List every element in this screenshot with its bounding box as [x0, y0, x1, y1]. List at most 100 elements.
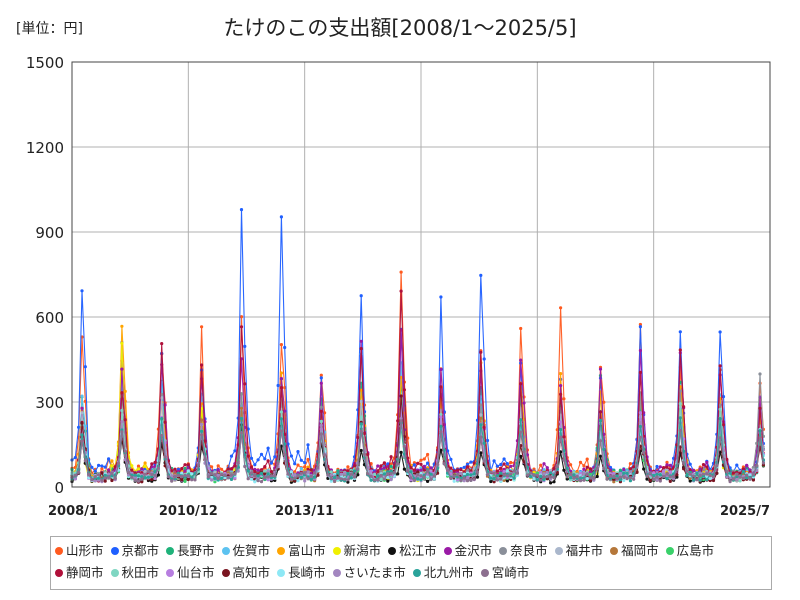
legend-label: 奈良市: [510, 543, 548, 558]
data-point: [103, 473, 107, 477]
data-point: [502, 462, 506, 466]
data-point: [446, 468, 450, 472]
data-point: [622, 478, 626, 483]
data-point: [379, 478, 383, 482]
data-point: [323, 411, 327, 415]
data-point: [725, 457, 729, 461]
data-point: [645, 477, 649, 481]
legend-label: 広島市: [676, 543, 715, 558]
data-point: [535, 471, 539, 475]
legend-marker-icon: [554, 546, 563, 555]
data-point: [429, 472, 433, 476]
series-line: [71, 272, 764, 479]
data-point: [110, 464, 114, 468]
data-point: [678, 445, 682, 449]
data-point: [349, 476, 353, 480]
legend-item: 長野市: [166, 540, 215, 562]
data-point: [80, 421, 84, 425]
data-point: [492, 459, 496, 463]
data-point: [253, 480, 257, 484]
legend-item: 富山市: [277, 540, 326, 562]
data-point: [658, 479, 662, 483]
legend-item: 高知市: [221, 562, 270, 584]
data-point: [279, 377, 283, 381]
series-line: [71, 343, 764, 483]
data-point: [662, 472, 666, 476]
data-point: [266, 478, 270, 482]
data-point: [269, 474, 273, 478]
data-point: [692, 478, 696, 482]
data-point: [426, 479, 430, 483]
data-point: [519, 430, 523, 434]
data-point: [77, 425, 81, 429]
data-point: [362, 452, 367, 456]
data-point: [352, 469, 357, 473]
data-point: [303, 471, 307, 475]
data-point: [163, 420, 167, 424]
data-point: [559, 392, 563, 396]
data-point: [306, 465, 310, 469]
data-point: [725, 469, 729, 474]
data-point: [346, 471, 350, 476]
data-point: [638, 322, 643, 327]
data-point: [279, 429, 283, 433]
data-point: [203, 439, 207, 443]
data-point: [662, 469, 666, 474]
data-point: [519, 418, 523, 422]
data-point: [698, 467, 702, 471]
legend-marker-icon: [332, 568, 341, 577]
data-point: [220, 476, 224, 480]
data-point: [263, 465, 267, 469]
data-point: [658, 465, 662, 469]
series-0: [70, 270, 766, 479]
legend-marker-icon: [221, 568, 230, 577]
data-point: [472, 472, 476, 476]
data-point: [196, 463, 200, 467]
data-point: [479, 451, 483, 455]
data-point: [495, 474, 499, 478]
data-point: [80, 406, 84, 410]
data-point: [289, 470, 293, 474]
x-tick-label: 2019/9: [512, 504, 562, 519]
data-point: [120, 430, 124, 434]
data-point: [143, 469, 147, 474]
data-point: [628, 467, 633, 471]
data-point: [618, 478, 623, 482]
series-line: [71, 330, 764, 482]
data-point: [77, 470, 81, 474]
legend-item: 松江市: [388, 540, 437, 562]
data-point: [688, 476, 692, 480]
data-point: [475, 475, 480, 479]
data-point: [505, 474, 509, 478]
data-point: [592, 476, 596, 480]
data-point: [173, 475, 177, 479]
data-point: [741, 469, 746, 474]
data-point: [236, 460, 240, 465]
data-point: [595, 474, 599, 479]
data-point: [422, 464, 426, 468]
data-point: [200, 418, 204, 422]
data-point: [582, 464, 586, 468]
data-point: [598, 454, 603, 458]
data-point: [419, 468, 423, 472]
data-point: [682, 461, 686, 465]
data-point: [628, 470, 633, 474]
data-point: [552, 480, 556, 484]
data-point: [346, 465, 350, 469]
data-point: [210, 478, 214, 482]
data-point: [685, 469, 689, 473]
data-point: [336, 476, 340, 480]
data-point: [465, 472, 470, 477]
data-point: [116, 461, 121, 465]
data-point: [565, 477, 569, 481]
data-point: [329, 470, 333, 474]
data-point: [366, 452, 370, 456]
data-point: [472, 477, 476, 481]
data-point: [160, 433, 164, 438]
data-point: [465, 476, 470, 480]
data-point: [143, 472, 147, 476]
data-point: [598, 410, 603, 414]
data-point: [220, 467, 224, 471]
data-point: [170, 469, 174, 473]
data-point: [263, 475, 267, 480]
